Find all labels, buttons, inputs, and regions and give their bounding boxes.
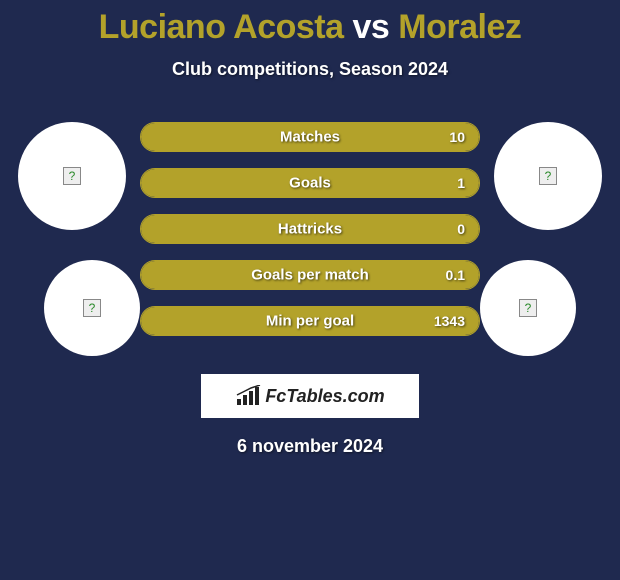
left-avatars: ? ?	[12, 122, 132, 356]
player2-name: Moralez	[398, 8, 521, 46]
right-avatar-player: ?	[494, 122, 602, 230]
left-avatar-team: ?	[44, 260, 140, 356]
brand-chart-icon	[235, 385, 263, 407]
stat-label: Min per goal	[266, 313, 354, 330]
player1-name: Luciano Acosta	[99, 8, 344, 46]
stat-row: Goals per match 0.1	[140, 260, 480, 290]
image-placeholder-icon: ?	[83, 299, 101, 317]
image-placeholder-icon: ?	[519, 299, 537, 317]
image-placeholder-icon: ?	[539, 167, 557, 185]
stat-row: Min per goal 1343	[140, 306, 480, 336]
stat-value: 0	[457, 221, 465, 237]
left-avatar-player: ?	[18, 122, 126, 230]
subtitle: Club competitions, Season 2024	[0, 59, 620, 80]
stat-value: 0.1	[446, 267, 465, 283]
stat-value: 10	[449, 129, 465, 145]
stat-row: Goals 1	[140, 168, 480, 198]
stats-bars: Matches 10 Goals 1 Hattricks 0 Goals per…	[140, 122, 480, 336]
date-label: 6 november 2024	[0, 436, 620, 457]
brand-box: FcTables.com	[201, 374, 419, 418]
stat-label: Matches	[280, 129, 340, 146]
right-avatar-team: ?	[480, 260, 576, 356]
right-avatars: ? ?	[488, 122, 608, 356]
stat-value: 1343	[434, 313, 465, 329]
stat-value: 1	[457, 175, 465, 191]
image-placeholder-icon: ?	[63, 167, 81, 185]
stat-row: Matches 10	[140, 122, 480, 152]
vs-label: vs	[352, 8, 389, 46]
brand-text: FcTables.com	[265, 386, 384, 407]
stat-row: Hattricks 0	[140, 214, 480, 244]
stat-label: Goals per match	[251, 267, 369, 284]
stat-label: Goals	[289, 175, 331, 192]
content-area: ? ? Matches 10 Goals 1 Hattricks 0 Goals…	[0, 122, 620, 356]
comparison-title: Luciano Acosta vs Moralez	[0, 0, 620, 47]
stat-label: Hattricks	[278, 221, 342, 238]
